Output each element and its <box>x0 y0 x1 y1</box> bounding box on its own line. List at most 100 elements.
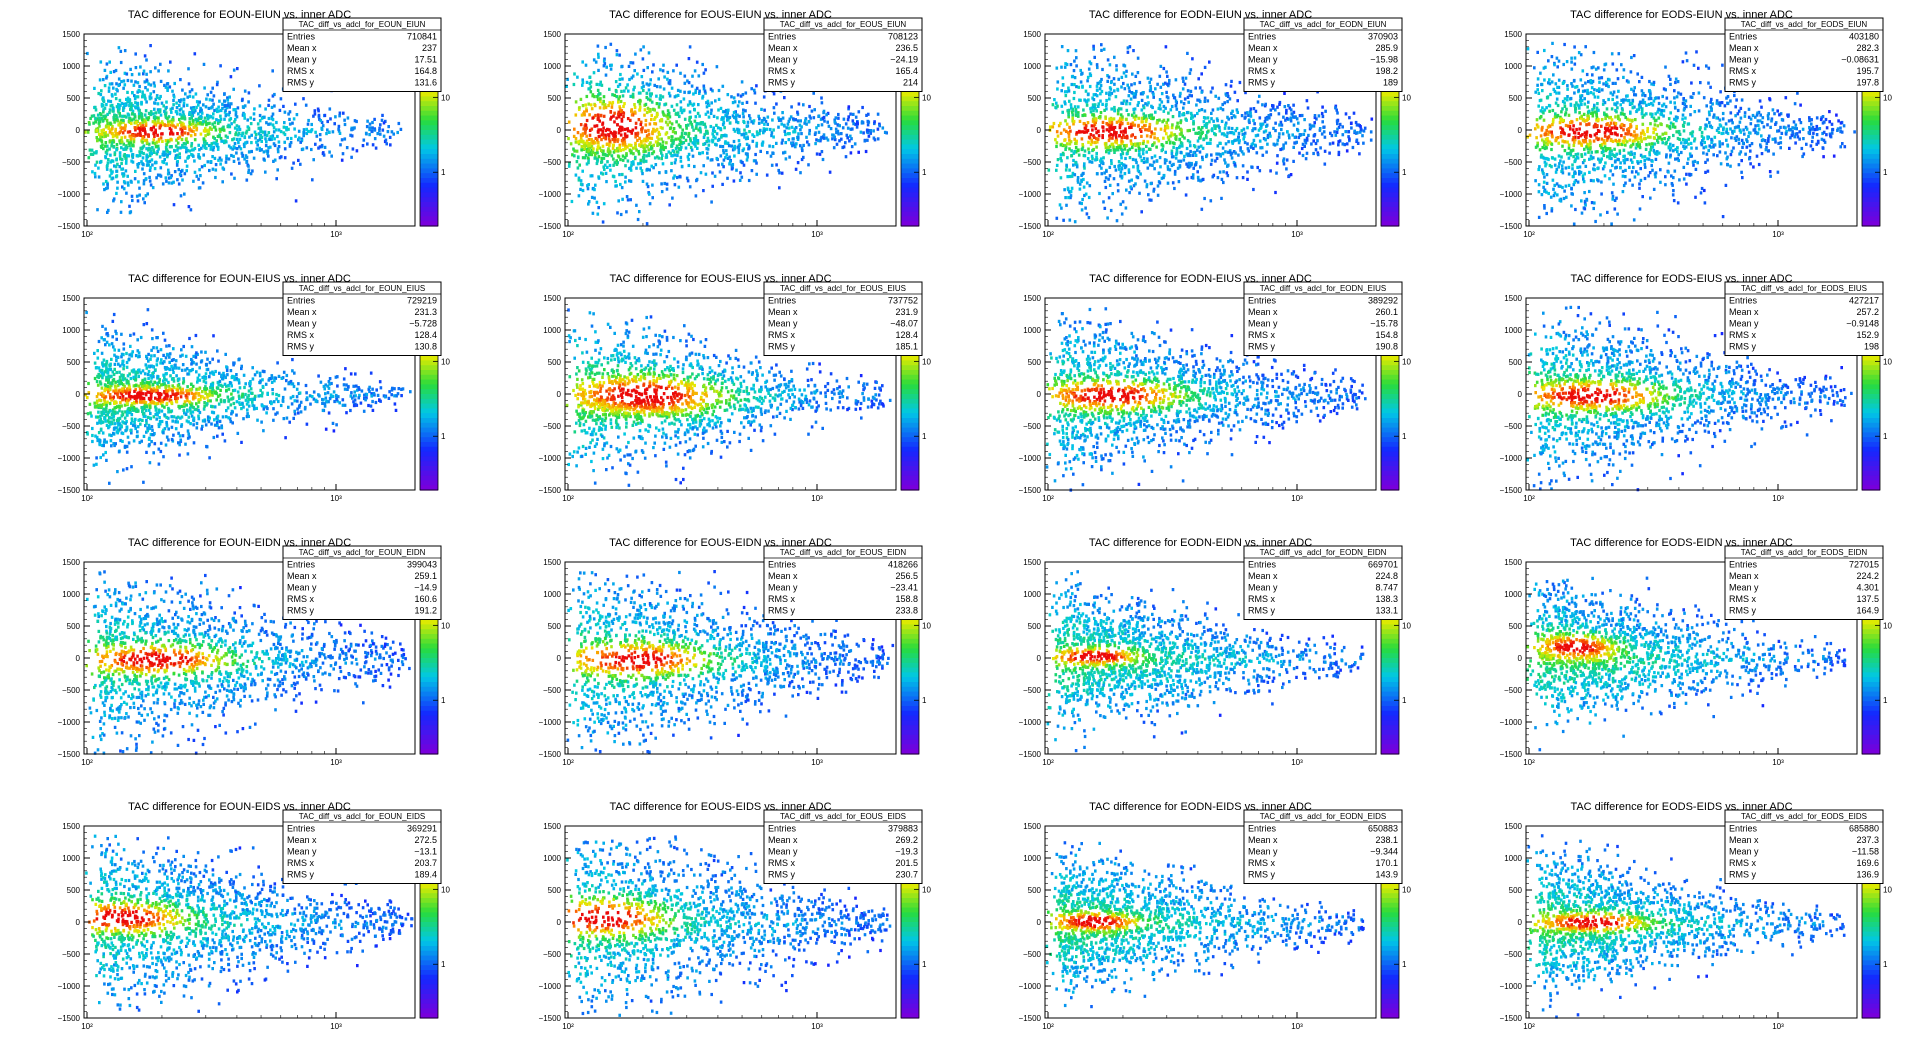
heatmap-cell <box>230 172 233 176</box>
heatmap-cell <box>814 142 817 146</box>
heatmap-cell <box>138 193 141 197</box>
heatmap-cell <box>271 69 274 73</box>
heatmap-cell <box>1266 133 1270 137</box>
heatmap-cell <box>735 113 738 117</box>
palette-segment <box>420 221 438 227</box>
heatmap-cell <box>130 180 133 184</box>
heatmap-cell <box>1217 124 1220 128</box>
heatmap-cell <box>135 133 139 137</box>
heatmap-cell <box>611 93 614 97</box>
heatmap-cell <box>1173 133 1177 137</box>
heatmap-cell <box>123 126 127 130</box>
heatmap-cell <box>1172 145 1175 149</box>
heatmap-cell <box>243 144 246 149</box>
palette-segment <box>420 91 438 97</box>
palette-segment <box>420 187 438 193</box>
heatmap-cell <box>145 147 148 151</box>
heatmap-cell <box>166 88 169 92</box>
heatmap-cell <box>1214 133 1217 137</box>
heatmap-cell <box>648 142 651 146</box>
heatmap-cell <box>1192 151 1195 155</box>
heatmap-cell <box>1196 170 1199 174</box>
heatmap-cell <box>634 146 637 150</box>
heatmap-cell <box>1119 113 1123 117</box>
heatmap-cell <box>1316 139 1319 143</box>
heatmap-cell <box>773 111 776 115</box>
heatmap-cell <box>655 94 658 98</box>
heatmap-cell <box>1188 128 1191 133</box>
heatmap-cell <box>574 173 578 177</box>
heatmap-cell <box>631 61 635 65</box>
heatmap-cell <box>682 109 685 113</box>
heatmap-cell <box>683 81 687 85</box>
heatmap-cell <box>139 133 142 137</box>
heatmap-cell <box>120 167 123 171</box>
heatmap-cell <box>716 126 720 130</box>
heatmap-cell <box>779 117 782 122</box>
heatmap-cell <box>638 143 641 147</box>
heatmap-cell <box>230 122 233 126</box>
heatmap-cell <box>1571 128 1575 132</box>
heatmap-cell <box>1134 95 1137 99</box>
heatmap-cell <box>1183 97 1187 101</box>
heatmap-cell <box>243 89 247 93</box>
heatmap-cell <box>104 156 108 160</box>
heatmap-cell <box>650 136 654 140</box>
heatmap-cell <box>1074 160 1077 164</box>
heatmap-cell <box>792 117 795 121</box>
heatmap-cell <box>334 115 337 119</box>
heatmap-cell <box>192 179 195 183</box>
heatmap-cell <box>648 136 651 140</box>
heatmap-cell <box>146 192 149 196</box>
heatmap-cell <box>604 73 608 77</box>
stats-value: 165.4 <box>895 66 918 76</box>
heatmap-cell <box>1258 116 1262 120</box>
heatmap-cell <box>172 118 175 122</box>
heatmap-cell <box>1180 142 1184 146</box>
heatmap-cell <box>1197 178 1200 182</box>
heatmap-cell <box>215 107 219 111</box>
heatmap-cell <box>321 124 325 128</box>
heatmap-cell <box>603 103 607 107</box>
heatmap-cell <box>1065 203 1068 207</box>
heatmap-cell <box>1090 124 1094 128</box>
heatmap-cell <box>134 66 138 70</box>
heatmap-cell <box>114 92 117 96</box>
heatmap-cell <box>671 130 675 134</box>
heatmap-cell <box>646 167 649 171</box>
heatmap-cell <box>840 137 843 141</box>
heatmap-cell <box>645 110 649 115</box>
heatmap-cell <box>126 96 130 100</box>
heatmap-cell <box>1602 82 1605 86</box>
heatmap-cell <box>668 79 672 83</box>
heatmap-cell <box>1695 146 1698 150</box>
histogram-panel: TAC difference for EOUN-EIUN vs. inner A… <box>58 9 451 239</box>
heatmap-cell <box>147 82 150 86</box>
heatmap-cell <box>593 156 597 160</box>
histogram-panel: TAC difference for EODN-EIUN vs. inner A… <box>1019 9 1412 239</box>
heatmap-cell <box>653 117 656 121</box>
heatmap-cell <box>666 116 670 120</box>
heatmap-cell <box>673 95 677 99</box>
heatmap-cell <box>706 110 710 114</box>
heatmap-cell <box>1247 149 1250 153</box>
heatmap-cell <box>713 129 717 134</box>
heatmap-cell <box>157 119 160 123</box>
heatmap-cell <box>1323 149 1327 153</box>
heatmap-cell <box>1108 117 1111 121</box>
heatmap-cell <box>1109 87 1113 91</box>
heatmap-cell <box>1343 143 1346 147</box>
heatmap-cell <box>660 182 663 186</box>
heatmap-cell <box>1138 142 1142 146</box>
heatmap-cell <box>1125 108 1129 112</box>
heatmap-cell <box>588 75 592 79</box>
heatmap-cell <box>131 103 134 108</box>
heatmap-cell <box>709 111 713 115</box>
heatmap-cell <box>1139 129 1143 133</box>
heatmap-cell <box>1174 99 1178 103</box>
heatmap-cell <box>1089 142 1093 146</box>
heatmap-cell <box>192 129 195 133</box>
heatmap-cell <box>1323 135 1327 139</box>
heatmap-cell <box>371 120 374 125</box>
heatmap-cell <box>343 137 347 141</box>
